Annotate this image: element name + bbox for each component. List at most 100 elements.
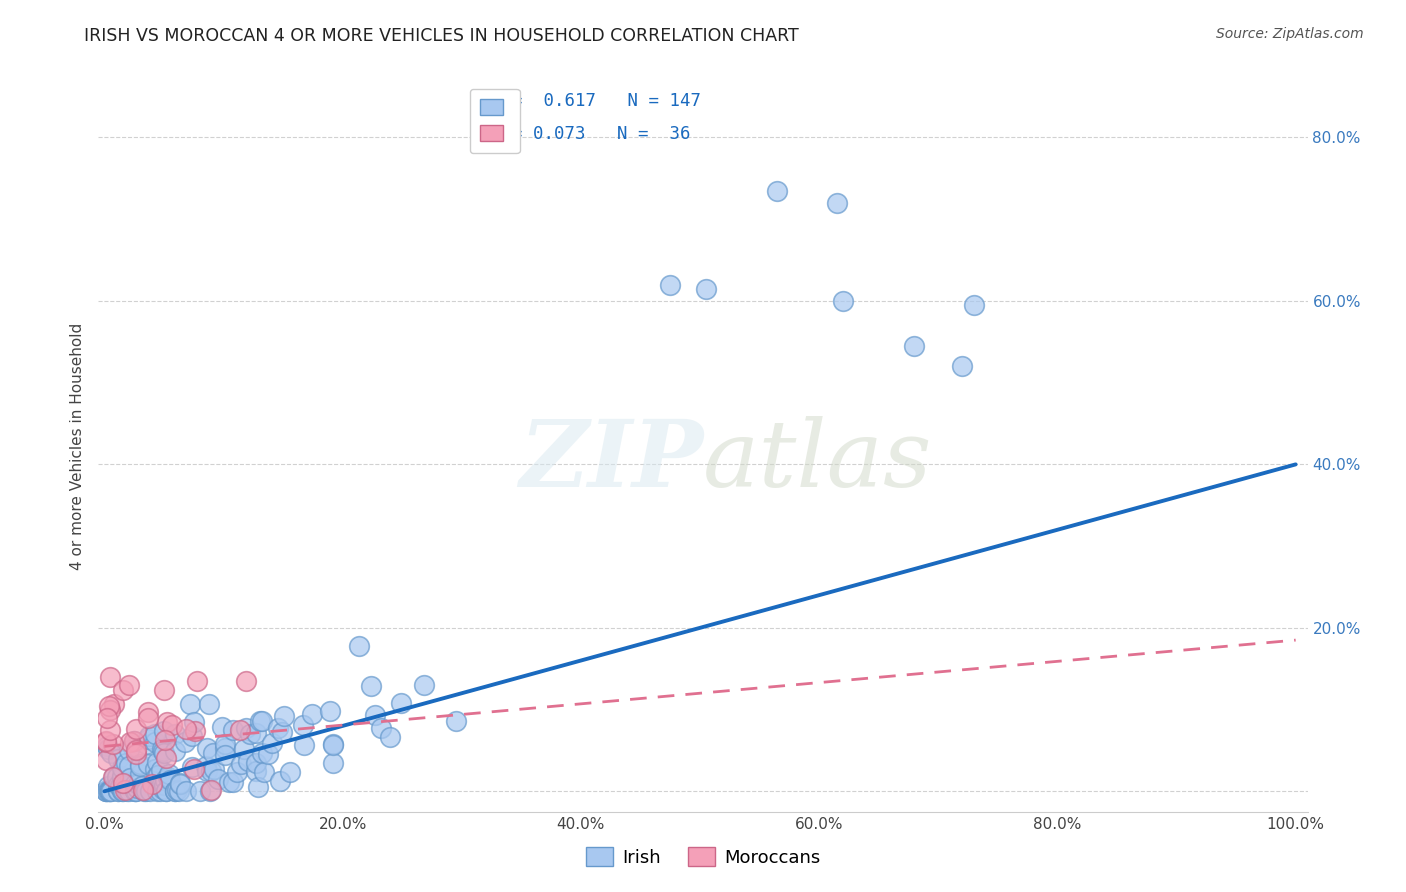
Point <box>143 735 166 749</box>
Point <box>200 783 222 797</box>
Point <box>232 742 254 756</box>
Point <box>107 778 129 792</box>
Point <box>322 737 344 751</box>
Point <box>253 765 276 780</box>
Point <box>111 769 134 783</box>
Text: ZIP: ZIP <box>519 416 703 506</box>
Point <box>250 747 273 761</box>
Point <box>110 771 132 785</box>
Point <box>100 746 122 760</box>
Text: R = 0.073   N =  36: R = 0.073 N = 36 <box>492 125 690 143</box>
Point <box>157 766 180 780</box>
Point <box>446 714 468 728</box>
Point <box>124 784 146 798</box>
Point <box>156 770 179 784</box>
Point <box>128 767 150 781</box>
Point <box>195 740 218 755</box>
Point <box>129 758 152 772</box>
Point <box>136 731 159 746</box>
Point <box>239 727 262 741</box>
Point <box>200 764 222 778</box>
Point <box>202 762 225 776</box>
Point <box>766 184 789 198</box>
Point <box>98 723 121 738</box>
Point <box>125 784 148 798</box>
Point <box>165 744 187 758</box>
Point <box>412 678 434 692</box>
Point <box>174 723 197 737</box>
Point <box>94 734 117 748</box>
Point <box>94 783 117 797</box>
Point <box>131 779 153 793</box>
Point <box>963 298 986 312</box>
Point <box>145 755 167 769</box>
Point <box>138 756 160 771</box>
Point <box>169 775 191 789</box>
Point <box>174 735 197 749</box>
Point <box>114 778 136 792</box>
Point <box>163 784 186 798</box>
Point <box>269 773 291 788</box>
Point <box>97 784 120 798</box>
Point <box>222 723 245 737</box>
Legend: Irish, Moroccans: Irish, Moroccans <box>579 840 827 874</box>
Point <box>267 721 290 735</box>
Point <box>122 734 145 748</box>
Point <box>152 744 174 758</box>
Point <box>222 775 245 789</box>
Point <box>197 697 219 711</box>
Point <box>152 723 174 738</box>
Point <box>156 714 179 729</box>
Point <box>124 777 146 791</box>
Point <box>301 706 323 721</box>
Point <box>94 784 117 798</box>
Point <box>134 784 156 798</box>
Point <box>903 339 925 353</box>
Point <box>271 724 294 739</box>
Point <box>695 282 717 296</box>
Point <box>118 678 141 692</box>
Point <box>218 775 240 789</box>
Point <box>169 777 191 791</box>
Point <box>832 293 855 308</box>
Point <box>155 772 177 787</box>
Point <box>322 739 344 753</box>
Point <box>250 714 273 728</box>
Point <box>125 747 148 761</box>
Point <box>124 722 146 736</box>
Point <box>166 782 188 797</box>
Point <box>149 784 172 798</box>
Point <box>292 718 315 732</box>
Point <box>155 784 177 798</box>
Point <box>100 784 122 798</box>
Point <box>201 747 224 761</box>
Legend: , : , <box>470 88 519 153</box>
Point <box>146 784 169 798</box>
Point <box>186 674 208 689</box>
Point <box>97 742 120 756</box>
Point <box>131 783 153 797</box>
Point <box>825 195 848 210</box>
Point <box>107 784 129 798</box>
Point <box>179 697 201 711</box>
Point <box>107 751 129 765</box>
Point <box>364 707 387 722</box>
Point <box>122 733 145 747</box>
Text: atlas: atlas <box>703 416 932 506</box>
Point <box>278 764 301 779</box>
Point <box>146 768 169 782</box>
Point <box>229 723 252 738</box>
Point <box>174 784 197 798</box>
Point <box>349 640 371 654</box>
Point <box>214 748 236 763</box>
Point <box>229 756 252 771</box>
Point <box>141 777 163 791</box>
Point <box>139 784 162 798</box>
Point <box>389 696 412 710</box>
Point <box>235 673 257 688</box>
Point <box>96 711 118 725</box>
Point <box>128 756 150 771</box>
Point <box>135 737 157 751</box>
Point <box>145 770 167 784</box>
Point <box>117 742 139 756</box>
